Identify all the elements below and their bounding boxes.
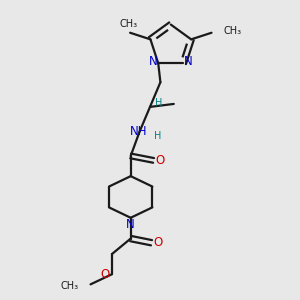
Text: H: H — [154, 131, 161, 141]
Text: NH: NH — [130, 125, 148, 138]
Text: N: N — [184, 55, 193, 68]
Text: O: O — [155, 154, 165, 167]
Text: H: H — [154, 98, 162, 108]
Text: N: N — [126, 218, 135, 231]
Text: O: O — [153, 236, 163, 249]
Text: CH₃: CH₃ — [224, 26, 242, 36]
Text: CH₃: CH₃ — [61, 281, 79, 291]
Text: CH₃: CH₃ — [120, 20, 138, 29]
Text: N: N — [149, 55, 158, 68]
Text: O: O — [101, 268, 110, 281]
